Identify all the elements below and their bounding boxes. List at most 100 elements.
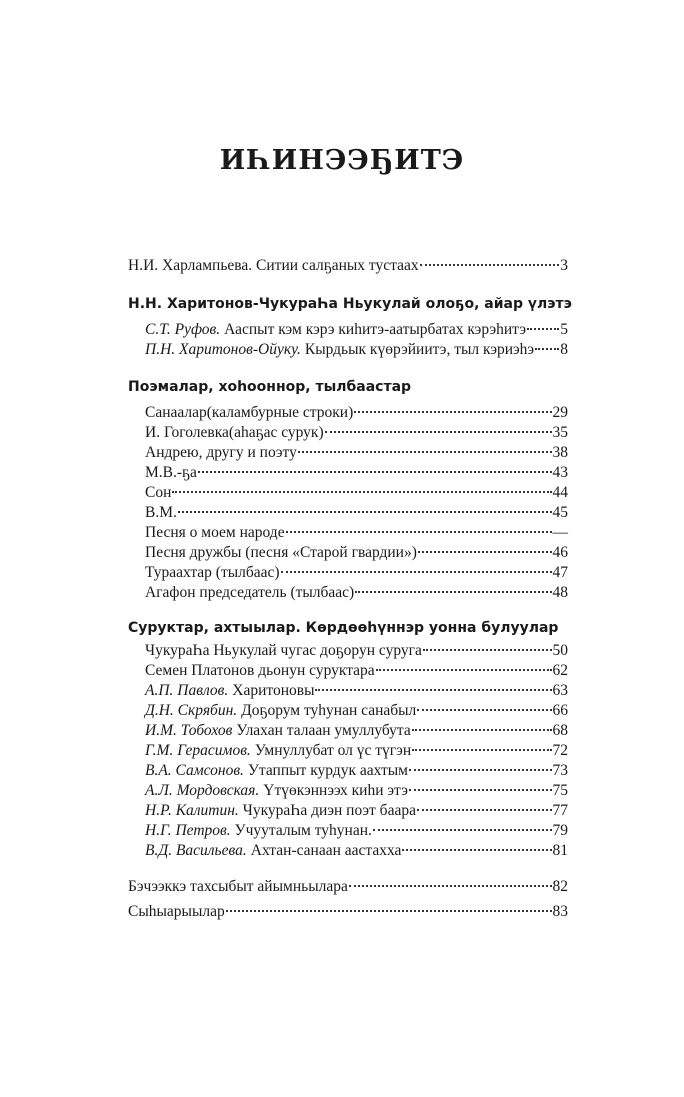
toc-entry[interactable]: Д.Н. Скрябин. Доҕорум туһунан санабыл 66: [145, 702, 568, 722]
dot-leader: [355, 591, 552, 593]
toc-entry[interactable]: Бэчээккэ тахсыбыт айымньылара 82: [128, 878, 568, 898]
toc-entry[interactable]: А.Л. Мордовская. Үтүөкэннээх киһи этэ 75: [145, 782, 568, 802]
page-number: 66: [552, 702, 569, 719]
section-heading: Н.Н. Харитонов-ЧукураҺа Ньукулай олоҕо, …: [128, 296, 572, 312]
toc-entry[interactable]: Сыһыарыылар 83: [128, 903, 568, 923]
toc-entry[interactable]: В.Д. Васильева. Ахтан-санаан аастахха 81: [145, 842, 568, 862]
entry-title: Сыһыарыылар: [128, 903, 225, 920]
dot-leader: [348, 885, 552, 887]
page-number: 63: [552, 682, 569, 699]
page-number: 75: [552, 782, 569, 799]
page-number: 62: [552, 662, 569, 679]
dot-leader: [411, 729, 552, 731]
toc-entry[interactable]: Тураахтар (тылбаас) 47: [145, 564, 568, 584]
dot-leader: [172, 491, 552, 493]
dot-leader: [177, 511, 552, 513]
dot-leader: [297, 451, 552, 453]
entry-title: Умнуллубат ол үс түгэн: [254, 742, 412, 759]
entry-title: Агафон председатель (тылбаас): [145, 584, 355, 601]
toc-entry[interactable]: С.Т. Руфов. Ааспыт кэм кэрэ киһитэ-аатырб…: [145, 321, 568, 341]
entry-author: Н.Р. Калитин.: [145, 802, 239, 819]
toc-entry[interactable]: И.М. Тобохов Улахан талаан умуллубута 68: [145, 722, 568, 742]
toc-entry[interactable]: Г.М. Герасимов. Умнуллубат ол үс түгэн 72: [145, 742, 568, 762]
page-number: 72: [552, 742, 569, 759]
entry-author: А.П. Павлов.: [145, 682, 229, 699]
toc-entry[interactable]: Н.Р. Калитин. ЧукураҺа диэн поэт баара 77: [145, 802, 568, 822]
entry-title: Н.И. Харлампьева. Ситии салҕаных тустаах: [128, 257, 419, 274]
page-number: 46: [552, 544, 569, 561]
dot-leader: [408, 789, 552, 791]
entry-title: Ахтан-санаан аастахха: [250, 842, 402, 859]
toc-entry[interactable]: Н.Г. Петров. Учууталым туһунан. 79: [145, 822, 568, 842]
toc-entry[interactable]: Сон 44: [145, 484, 568, 504]
entry-author: В.А. Самсонов.: [145, 762, 244, 779]
toc-entry[interactable]: ЧукураҺа Ньукулай чугас доҕорун суруга 50: [145, 642, 568, 662]
toc-entry[interactable]: Н.И. Харлампьева. Ситии салҕаных тустаах…: [128, 257, 568, 277]
dot-leader: [375, 669, 552, 671]
toc-entry[interactable]: Семен Платонов дьонун суруктара 62: [145, 662, 568, 682]
entry-title: И. Гоголевка(аһаҕас сурук): [145, 424, 324, 441]
entry-title: М.В.-ҕа: [145, 464, 197, 481]
section-heading: Поэмалар, хоһооннор, тылбаастар: [128, 379, 412, 395]
page-number: 81: [552, 842, 569, 859]
toc-entry[interactable]: Песня дружбы (песня «Старой гвардии») 46: [145, 544, 568, 564]
entry-author: А.Л. Мордовская.: [145, 782, 260, 799]
entry-title: ЧукураҺа диэн поэт баара: [242, 802, 416, 819]
entry-title: Доҕорум туһунан санабыл: [241, 702, 417, 719]
dot-leader: [419, 264, 560, 266]
dot-leader: [285, 531, 552, 533]
page-number: 50: [552, 642, 569, 659]
entry-title: ЧукураҺа Ньукулай чугас доҕорун суруга: [145, 642, 422, 659]
toc-entry[interactable]: А.П. Павлов. Харитоновы 63: [145, 682, 568, 702]
page-number: 45: [552, 504, 569, 521]
dot-leader: [324, 431, 552, 433]
dot-leader: [412, 749, 552, 751]
dot-leader: [280, 571, 552, 573]
dot-leader: [417, 709, 552, 711]
toc-entry[interactable]: В.А. Самсонов. Утаппыт курдук аахтым 73: [145, 762, 568, 782]
page-number: 5: [560, 321, 568, 338]
page-number: 3: [560, 257, 568, 274]
entry-author: С.Т. Руфов.: [145, 321, 221, 338]
toc-entry[interactable]: Санаалар(каламбурные строки) 29: [145, 404, 568, 424]
entry-title: Сон: [145, 484, 172, 501]
entry-author: Н.Г. Петров.: [145, 822, 231, 839]
dot-leader: [408, 769, 552, 771]
dot-leader: [535, 348, 560, 350]
dot-leader: [354, 411, 552, 413]
toc-entry[interactable]: П.Н. Харитонов-Ойуку. Кырдьык күөрэйиитэ,…: [145, 341, 568, 361]
entry-author: Г.М. Герасимов.: [145, 742, 251, 759]
page-number: 73: [552, 762, 569, 779]
page-number: 47: [552, 564, 569, 581]
entry-title: Учууталым туһунан.: [234, 822, 372, 839]
toc-entry[interactable]: И. Гоголевка(аһаҕас сурук) 35: [145, 424, 568, 444]
dot-leader: [372, 829, 552, 831]
page-number: 79: [552, 822, 569, 839]
toc-entry[interactable]: В.М. 45: [145, 504, 568, 524]
toc-entry[interactable]: М.В.-ҕа 43: [145, 464, 568, 484]
dot-leader: [315, 689, 552, 691]
toc-entry[interactable]: Песня о моем народе —: [145, 524, 568, 544]
entry-title: Үтүөкэннээх киһи этэ: [263, 782, 408, 799]
dot-leader: [197, 471, 552, 473]
page-number: 83: [552, 903, 569, 920]
toc-entry[interactable]: Агафон председатель (тылбаас) 48: [145, 584, 568, 604]
page-number: 8: [560, 341, 568, 358]
page-number: 35: [552, 424, 569, 441]
entry-author: П.Н. Харитонов-Ойуку.: [145, 341, 301, 358]
entry-title: Семен Платонов дьонун суруктара: [145, 662, 375, 679]
entry-title: Песня о моем народе: [145, 524, 285, 541]
entry-title: Ааспыт кэм кэрэ киһитэ-аатырбатах кэрэһи…: [224, 321, 526, 338]
entry-title: Харитоновы: [232, 682, 315, 699]
page-number: 43: [552, 464, 569, 481]
section-heading: Суруктар, ахтыылар. Көрдөөһүннэр уонна б…: [128, 620, 559, 636]
entry-title: Санаалар(каламбурные строки): [145, 404, 354, 421]
page-number: 77: [552, 802, 569, 819]
entry-title: Кырдьык күөрэйиитэ, тыл кэриэһэ: [304, 341, 535, 358]
toc-entry[interactable]: Андрею, другу и поэту 38: [145, 444, 568, 464]
dot-leader: [422, 649, 552, 651]
dot-leader: [416, 809, 552, 811]
entry-title: В.М.: [145, 504, 177, 521]
entry-author: В.Д. Васильева.: [145, 842, 247, 859]
entry-author: И.М. Тобохов: [145, 722, 233, 739]
